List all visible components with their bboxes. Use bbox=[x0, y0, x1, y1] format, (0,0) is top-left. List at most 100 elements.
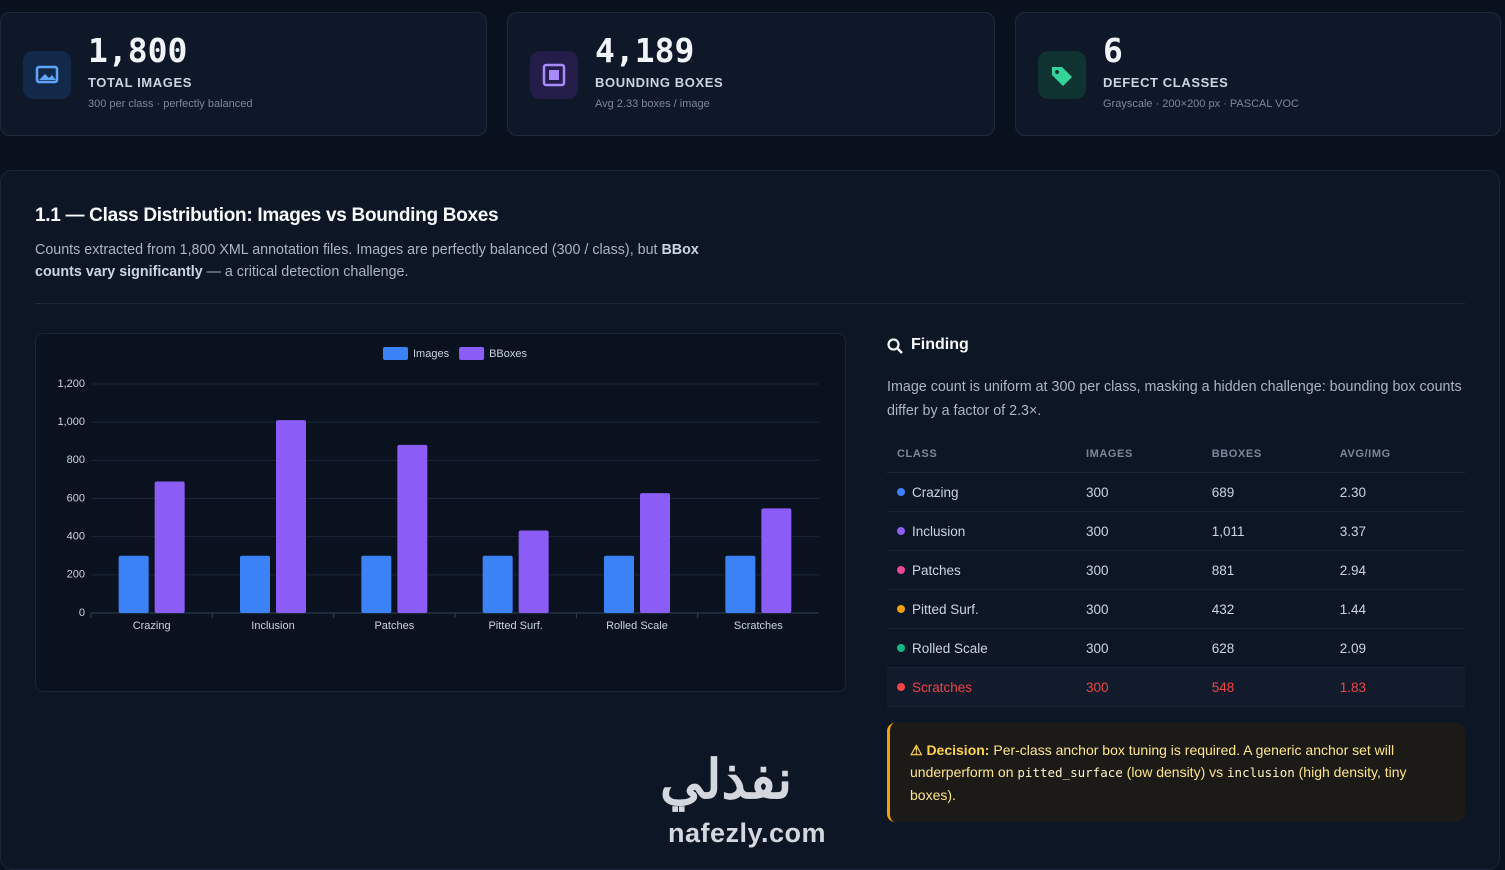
cell-text: 2.09 bbox=[1339, 640, 1366, 656]
cell-text: Pitted Surf. bbox=[912, 601, 979, 617]
cell-text: 2.30 bbox=[1339, 484, 1366, 500]
bar bbox=[640, 493, 670, 613]
finding-text: Image count is uniform at 300 per class,… bbox=[887, 379, 1462, 419]
table-cell: Scratches bbox=[887, 667, 1076, 707]
y-tick-label: 600 bbox=[67, 492, 85, 504]
column-header: IMAGES bbox=[1075, 436, 1202, 473]
column-header: AVG/IMG bbox=[1329, 436, 1465, 473]
class-dot bbox=[897, 604, 905, 613]
class-dot bbox=[897, 526, 905, 535]
table-cell: 300 bbox=[1075, 667, 1202, 707]
decision-callout: ⚠ Decision: Per-class anchor box tuning … bbox=[887, 723, 1465, 822]
legend-swatch bbox=[383, 347, 408, 360]
text: (low density) vs bbox=[1122, 764, 1228, 780]
legend-swatch bbox=[459, 347, 485, 360]
x-tick-label: Scratches bbox=[734, 620, 783, 632]
table-cell: 548 bbox=[1201, 667, 1330, 707]
bar bbox=[118, 555, 149, 613]
cell-text: 689 bbox=[1211, 484, 1235, 500]
x-tick-label: Rolled Scale bbox=[606, 620, 668, 632]
table-cell: 689 bbox=[1201, 472, 1330, 512]
cell-text: Patches bbox=[912, 562, 961, 578]
text: — a critical detection challenge. bbox=[202, 264, 409, 280]
stat-sub: Grayscale · 200×200 px · PASCAL VOC bbox=[1103, 98, 1299, 110]
emphasis: BBox counts vary significantly bbox=[35, 242, 699, 280]
table-cell: 628 bbox=[1201, 628, 1330, 668]
section-description: Counts extracted from 1,800 XML annotati… bbox=[35, 239, 725, 283]
table-row: Crazing 300 689 2.30 bbox=[887, 472, 1465, 512]
table-cell: 1.44 bbox=[1329, 589, 1465, 629]
table-row: Rolled Scale 300 628 2.09 bbox=[887, 628, 1465, 668]
y-tick-label: 200 bbox=[67, 569, 85, 581]
cell-text: 881 bbox=[1211, 562, 1235, 578]
cell-text: Rolled Scale bbox=[912, 640, 988, 656]
table-cell: Rolled Scale bbox=[887, 628, 1076, 668]
bar bbox=[397, 444, 428, 613]
stat-sub: 300 per class · perfectly balanced bbox=[88, 98, 253, 110]
bar bbox=[361, 555, 392, 613]
icon bbox=[1038, 51, 1086, 99]
bar bbox=[276, 420, 306, 613]
cell-text: 300 bbox=[1085, 562, 1109, 578]
table-cell: 1,011 bbox=[1201, 511, 1330, 551]
cell-text: 1.44 bbox=[1339, 601, 1366, 617]
table-cell: Patches bbox=[887, 550, 1076, 590]
watermark: nafezly.com bbox=[668, 818, 827, 848]
table-cell: 881 bbox=[1201, 550, 1330, 590]
cell-text: Crazing bbox=[912, 484, 959, 500]
icon bbox=[23, 51, 71, 99]
column-header: BBOXES bbox=[1201, 436, 1330, 473]
table-cell: Crazing bbox=[887, 472, 1076, 512]
y-tick-label: 0 bbox=[79, 607, 85, 619]
table-cell: 1.83 bbox=[1329, 667, 1465, 707]
x-tick-label: Inclusion bbox=[251, 620, 294, 632]
cell-text: 300 bbox=[1085, 640, 1109, 656]
watermark: نفذلي bbox=[660, 750, 793, 810]
divider bbox=[35, 303, 1465, 304]
table-cell: 2.30 bbox=[1329, 472, 1465, 512]
icon bbox=[530, 51, 578, 99]
table-cell: 432 bbox=[1201, 589, 1330, 629]
column-header: CLASS bbox=[887, 436, 1076, 473]
cell-text: 1,011 bbox=[1211, 523, 1245, 539]
table-row: Inclusion 300 1,011 3.37 bbox=[887, 511, 1465, 551]
stat-label: TOTAL IMAGES bbox=[88, 75, 192, 90]
text: (high density, tiny boxes). bbox=[910, 764, 1407, 803]
table-cell: Pitted Surf. bbox=[887, 589, 1076, 629]
class-dot bbox=[897, 565, 905, 574]
header-row: CLASS IMAGES BBOXES AVG/IMG bbox=[887, 436, 1465, 473]
chart-container: 0 200 400 600 800 1,000 1,200 Crazing Inclusion P… bbox=[35, 333, 846, 692]
cell-text: Inclusion bbox=[912, 523, 966, 539]
y-tick-label: 400 bbox=[67, 531, 85, 543]
cell-text: 2.94 bbox=[1339, 562, 1366, 578]
decision-label: ⚠ Decision: bbox=[910, 742, 990, 758]
class-dot bbox=[897, 643, 905, 652]
bar bbox=[761, 508, 792, 613]
legend: Images BBoxes bbox=[383, 347, 527, 360]
table-row: Patches 300 881 2.94 bbox=[887, 550, 1465, 590]
stat-card: 6 DEFECT CLASSES Grayscale · 200×200 px … bbox=[1015, 12, 1501, 136]
bar bbox=[725, 555, 756, 613]
bar bbox=[518, 530, 549, 613]
cell-text: 548 bbox=[1211, 679, 1235, 695]
y-tick-label: 1,200 bbox=[57, 378, 85, 390]
table-cell: 3.37 bbox=[1329, 511, 1465, 551]
cell-text: 300 bbox=[1085, 679, 1109, 695]
stat-value: 1,800 bbox=[88, 31, 188, 70]
cell-text: 1.83 bbox=[1339, 679, 1366, 695]
legend-label: BBoxes bbox=[489, 348, 527, 360]
text: Per-class anchor box tuning is required.… bbox=[910, 742, 1395, 780]
section-title: 1.1 — Class Distribution: Images vs Boun… bbox=[35, 205, 499, 226]
cell-text: 300 bbox=[1085, 523, 1109, 539]
table-cell: 2.09 bbox=[1329, 628, 1465, 668]
class-table: CLASS IMAGES BBOXES AVG/IMG Crazing 300 689 2.3… bbox=[887, 436, 1465, 707]
bar bbox=[482, 555, 513, 613]
x-tick-label: Patches bbox=[374, 620, 414, 632]
cell-text: 3.37 bbox=[1339, 523, 1366, 539]
table-cell: Inclusion bbox=[887, 511, 1076, 551]
table-row: Pitted Surf. 300 432 1.44 bbox=[887, 589, 1465, 629]
legend-label: Images bbox=[413, 348, 450, 360]
y-tick-label: 800 bbox=[67, 454, 85, 466]
stat-label: BOUNDING BOXES bbox=[595, 75, 724, 90]
